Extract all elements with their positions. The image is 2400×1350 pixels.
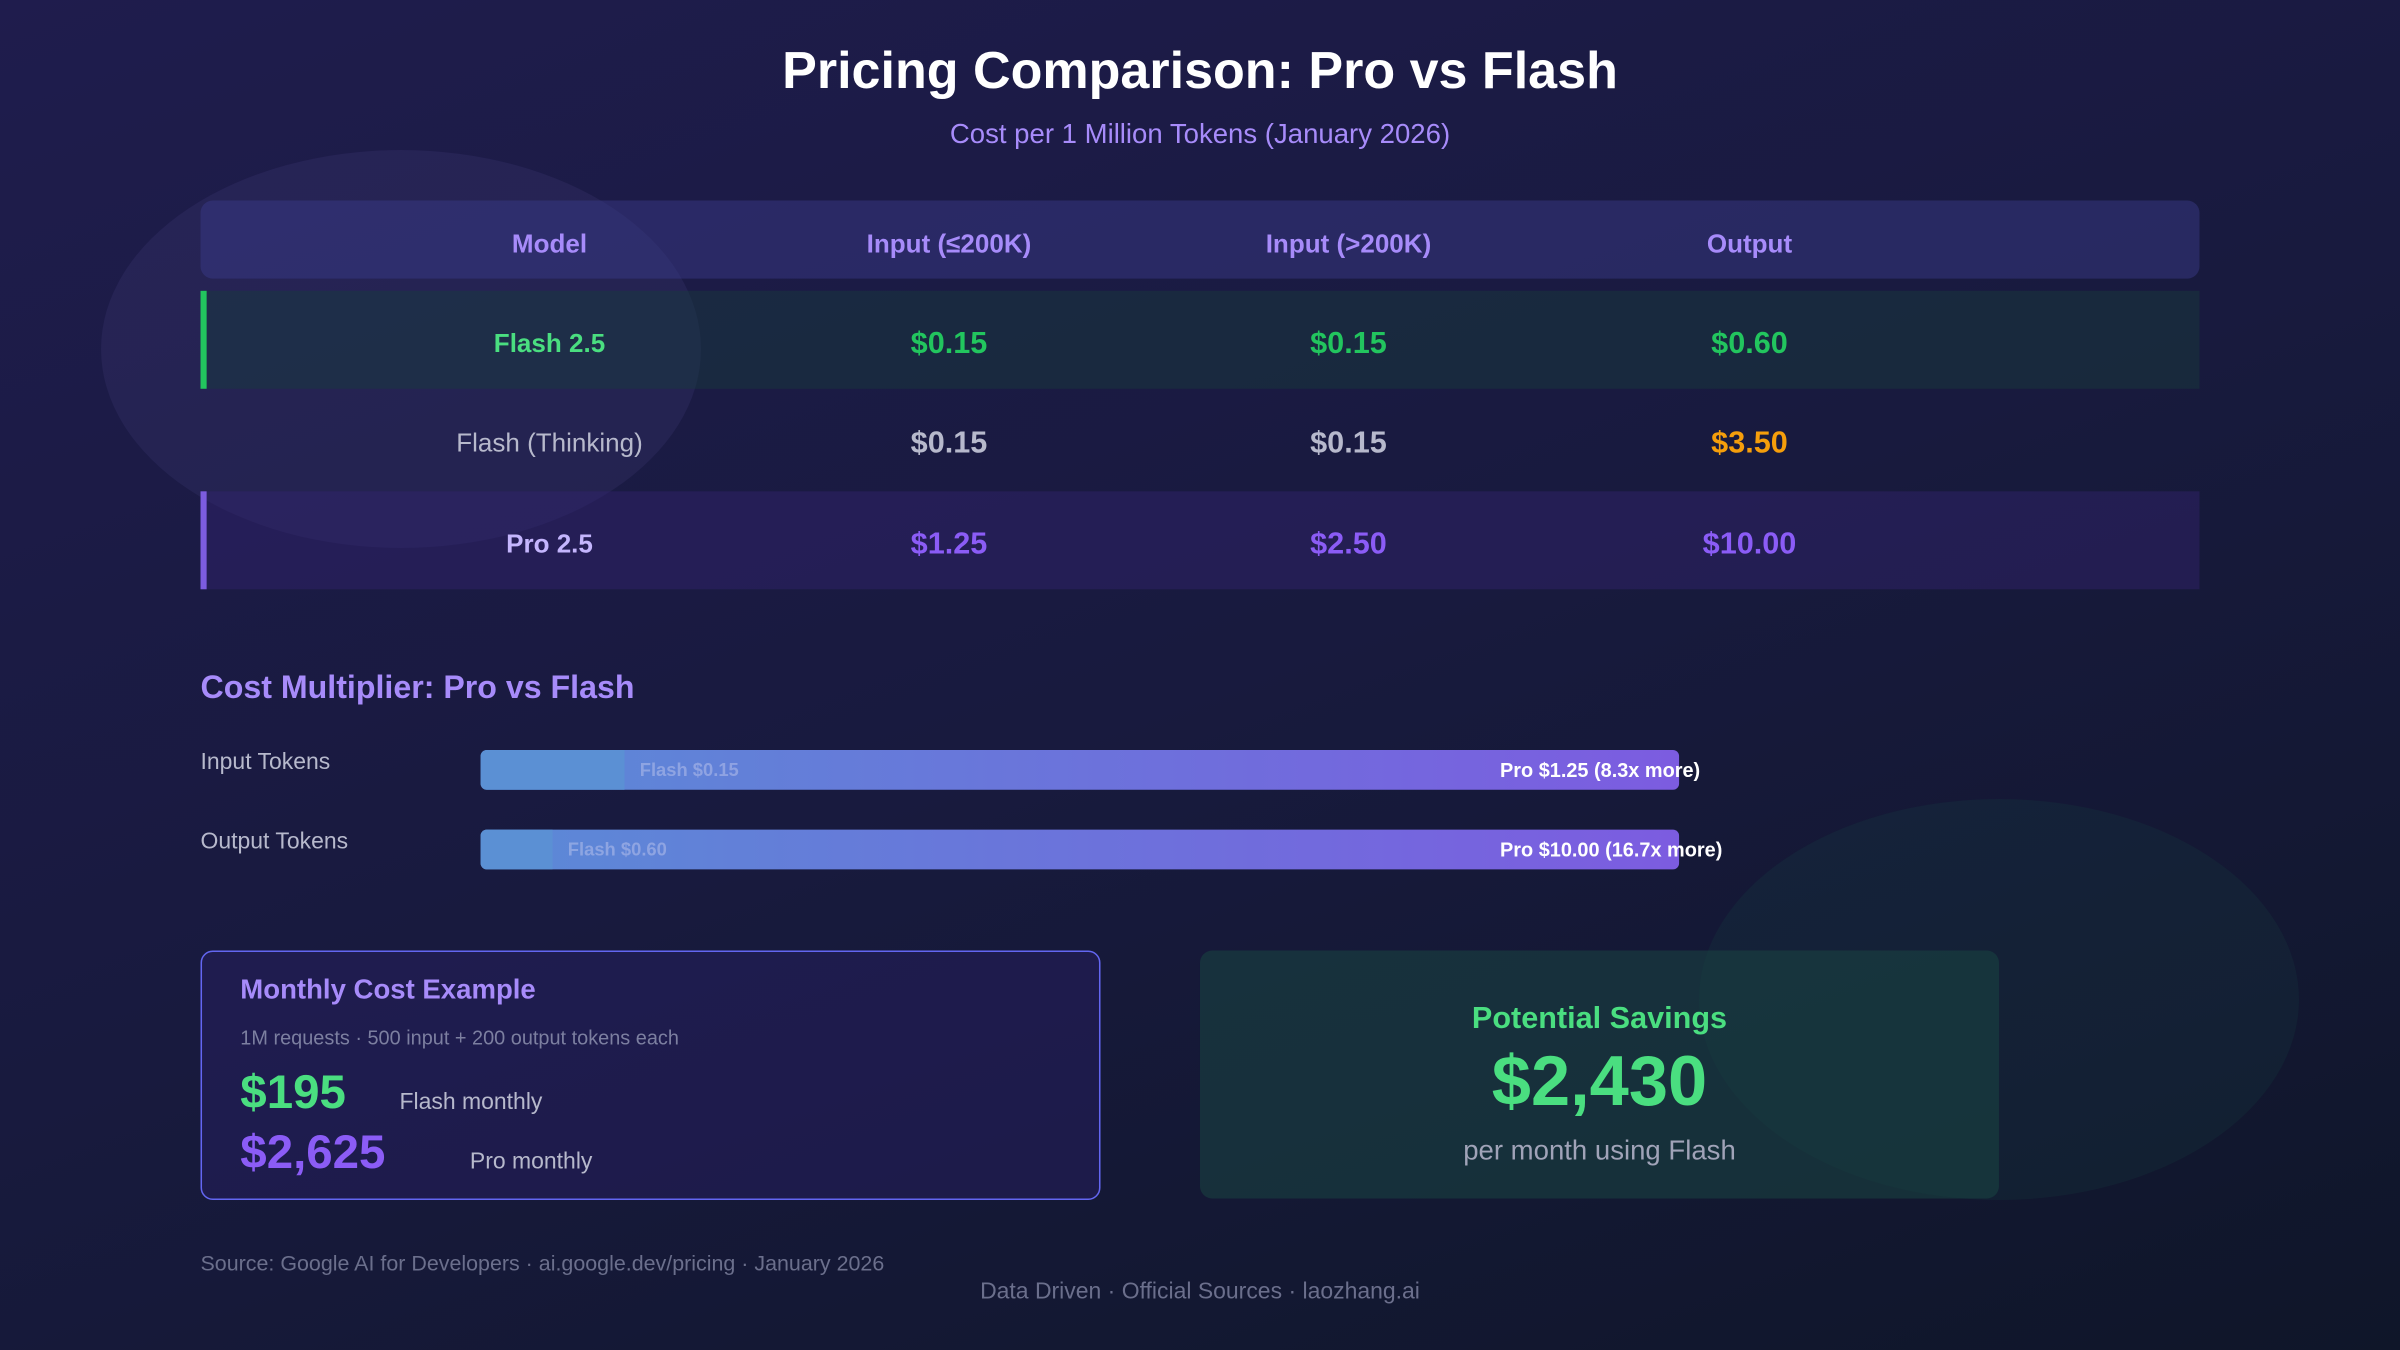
pro-bar (480, 829, 1680, 870)
pro-bar (480, 749, 1680, 790)
card-title: Monthly Cost Example (240, 974, 536, 1005)
row-accent (200, 290, 207, 389)
table-header-bg (200, 200, 2200, 279)
bar-label: Input Tokens (200, 749, 331, 776)
pro-bar-label: Pro $10.00 (16.7x more) (1499, 838, 1723, 861)
flash-bar (480, 829, 553, 870)
model-cell: Flash 2.5 (493, 329, 606, 359)
column-header: Input (>200K) (1265, 229, 1432, 259)
subtitle: Cost per 1 Million Tokens (January 2026) (949, 118, 1451, 150)
price-cell: $0.15 (910, 426, 988, 460)
savings-amount: $2,430 (1491, 1040, 1708, 1121)
flash-bar (480, 749, 625, 790)
column-header: Output (1706, 229, 1793, 259)
price-cell: $0.15 (1310, 426, 1387, 460)
price-cell: $1.25 (910, 527, 988, 561)
monthly-card (200, 950, 1101, 1200)
flash-amount: $195 (240, 1065, 346, 1119)
flash-label: Flash monthly (399, 1089, 543, 1116)
card-subtitle: 1M requests · 500 input + 200 output tok… (240, 1026, 679, 1050)
pro-label: Pro monthly (469, 1148, 593, 1175)
price-cell: $10.00 (1702, 527, 1797, 561)
flash-bar-label: Flash $0.15 (639, 759, 739, 781)
section-title: Cost Multiplier: Pro vs Flash (200, 670, 635, 706)
table-row (200, 290, 2200, 389)
model-cell: Pro 2.5 (506, 529, 593, 559)
savings-card (1199, 950, 1999, 1199)
price-cell: $3.50 (1711, 426, 1788, 460)
price-cell: $0.15 (910, 326, 988, 361)
pro-bar-label: Pro $1.25 (8.3x more) (1499, 758, 1701, 782)
table-row (200, 491, 2200, 590)
source: Source: Google AI for Developers · ai.go… (200, 1250, 885, 1275)
column-header: Input (≤200K) (866, 229, 1032, 259)
price-cell: $2.50 (1310, 527, 1387, 561)
title: Pricing Comparison: Pro vs Flash (782, 42, 1618, 101)
footer: Data Driven · Official Sources · laozhan… (980, 1278, 1420, 1305)
price-cell: $0.15 (1310, 326, 1387, 361)
pro-amount: $2,625 (240, 1124, 386, 1179)
row-accent (200, 491, 207, 590)
flash-bar-label: Flash $0.60 (567, 838, 667, 861)
model-cell: Flash (Thinking) (456, 428, 643, 458)
savings-caption: per month using Flash (1463, 1134, 1736, 1166)
price-cell: $0.60 (1711, 326, 1788, 361)
column-header: Model (511, 229, 588, 259)
savings-title: Potential Savings (1471, 1001, 1728, 1036)
bar-label: Output Tokens (200, 828, 349, 855)
